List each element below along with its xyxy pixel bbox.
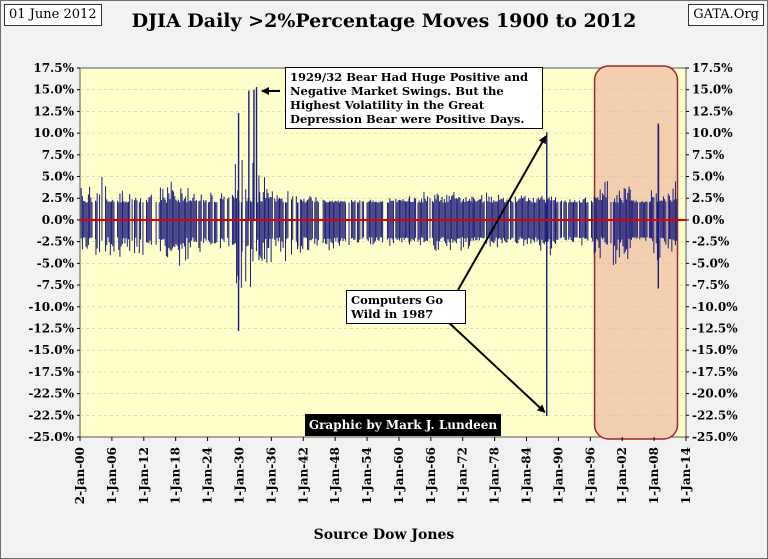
annotation-line: Computers Go	[351, 293, 444, 307]
x-tick-label: 1-Jan-66	[424, 447, 438, 504]
y-tick-label-left: -12.5%	[28, 321, 74, 335]
y-tick-label-right: -25.0%	[692, 430, 738, 444]
y-tick-label-left: 12.5%	[33, 104, 74, 118]
y-tick-label-right: -7.5%	[692, 278, 730, 292]
y-tick-label-left: 2.5%	[42, 191, 75, 205]
y-tick-label-right: -5.0%	[692, 256, 730, 270]
y-tick-label-left: -25.0%	[28, 430, 74, 444]
y-tick-label-left: 0.0%	[42, 213, 75, 227]
x-axis: 2-Jan-00 1-Jan-06 1-Jan-12 1-Jan-18 1-Jan-24…	[73, 437, 693, 504]
annotation-line: 1929/32 Bear Had Huge Positive and	[290, 70, 529, 84]
y-tick-label-left: 10.0%	[33, 126, 74, 140]
y-tick-label-right: 12.5%	[692, 104, 733, 118]
y-tick-label-right: -10.0%	[692, 300, 738, 314]
highlight-layer	[593, 65, 679, 440]
y-tick-label-left: -15.0%	[28, 343, 74, 357]
annotation-line: Negative Market Swings. But the	[290, 84, 504, 98]
y-tick-label-right: -20.0%	[692, 387, 738, 401]
x-tick-label: 1-Jan-14	[679, 447, 693, 504]
x-axis-title: Source Dow Jones	[313, 527, 455, 543]
bar-series	[80, 87, 678, 417]
y-tick-label-right: -15.0%	[692, 343, 738, 357]
y-tick-label-right: -12.5%	[692, 321, 738, 335]
x-tick-label: 1-Jan-06	[105, 447, 119, 504]
x-tick-label: 1-Jan-18	[169, 447, 183, 504]
y-tick-label-right: 10.0%	[692, 126, 733, 140]
x-tick-label: 1-Jan-30	[232, 447, 246, 504]
y-tick-label-right: -22.5%	[692, 408, 738, 422]
x-tick-label: 1-Jan-72	[456, 447, 470, 504]
x-tick-label: 1-Jan-08	[647, 447, 661, 504]
x-tick-label: 2-Jan-00	[73, 447, 87, 504]
y-tick-label-left: -22.5%	[28, 387, 74, 401]
y-axis-left: 17.5% 15.0% 12.5% 10.0% 7.5% 5.0% 2.5% 0.0% -2.5…	[28, 61, 80, 444]
x-tick-label: 1-Jan-96	[583, 447, 597, 504]
y-tick-label-left: -7.5%	[37, 278, 75, 292]
x-tick-label: 1-Jan-90	[551, 447, 565, 504]
x-tick-label: 1-Jan-60	[392, 447, 406, 504]
y-tick-label-left: -10.0%	[28, 300, 74, 314]
y-tick-label-left: 7.5%	[42, 148, 75, 162]
x-tick-label: 1-Jan-84	[520, 447, 534, 504]
y-tick-label-left: 5.0%	[42, 170, 75, 184]
x-tick-label: 1-Jan-24	[201, 447, 215, 504]
y-tick-label-right: 5.0%	[692, 170, 725, 184]
arrow-1987-up	[457, 135, 547, 291]
y-tick-label-right: 2.5%	[692, 191, 725, 205]
y-tick-label-left: -5.0%	[37, 256, 75, 270]
y-tick-label-right: -17.5%	[692, 365, 738, 379]
x-tick-label: 1-Jan-12	[137, 447, 151, 504]
arrow-1987-down	[445, 319, 546, 413]
y-tick-label-left: -2.5%	[37, 235, 75, 249]
date-label: 01 June 2012	[4, 4, 102, 26]
y-tick-label-right: 0.0%	[692, 213, 725, 227]
x-tick-label: 1-Jan-02	[615, 447, 629, 504]
highlight-period-box	[593, 65, 679, 440]
site-label: GATA.Org	[688, 4, 764, 26]
y-tick-label-left: -17.5%	[28, 365, 74, 379]
x-tick-label: 1-Jan-78	[488, 447, 502, 504]
chart-title: DJIA Daily >2%Percentage Moves 1900 to 2…	[131, 10, 637, 32]
y-tick-label-left: 17.5%	[33, 61, 74, 75]
annotation-line: Depression Bear were Positive Days.	[290, 112, 525, 126]
y-tick-label-right: 7.5%	[692, 148, 725, 162]
x-tick-label: 1-Jan-54	[360, 447, 374, 504]
annotation-1929-bear: 1929/32 Bear Had Huge Positive and Negat…	[285, 67, 543, 129]
y-axis-right: 17.5% 15.0% 12.5% 10.0% 7.5% 5.0% 2.5% 0.0% -2.5…	[686, 61, 738, 444]
x-tick-label: 1-Jan-42	[296, 447, 310, 504]
annotation-1987-crash: Computers Go Wild in 1987	[346, 290, 466, 324]
x-tick-label: 1-Jan-36	[264, 447, 278, 504]
y-tick-label-right: 15.0%	[692, 83, 733, 97]
y-tick-label-left: 15.0%	[33, 83, 74, 97]
y-tick-label-right: 17.5%	[692, 61, 733, 75]
x-tick-label: 1-Jan-48	[328, 447, 342, 504]
y-tick-label-left: -22.5%	[28, 408, 74, 422]
credit-label: Graphic by Mark J. Lundeen	[305, 414, 501, 436]
annotation-line: Highest Volatility in the Great	[290, 98, 485, 112]
plot-area	[79, 67, 687, 438]
annotation-line: Wild in 1987	[351, 307, 434, 321]
annotation-arrows	[261, 87, 547, 413]
y-tick-label-right: -2.5%	[692, 235, 730, 249]
